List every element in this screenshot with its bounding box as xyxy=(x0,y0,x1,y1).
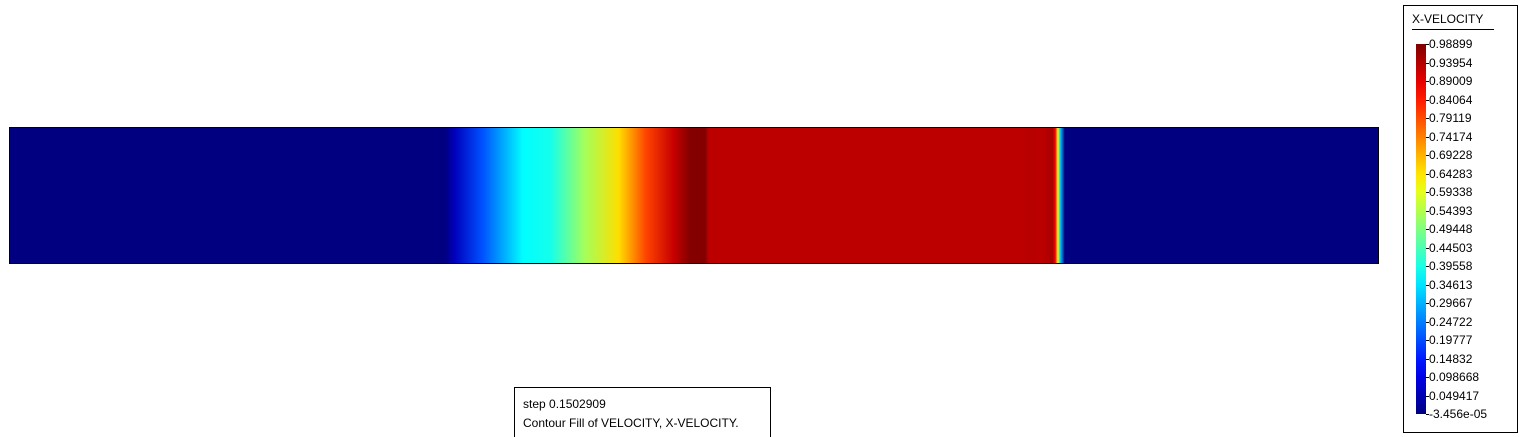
contour-description: Contour Fill of VELOCITY, X-VELOCITY. xyxy=(523,416,739,430)
legend-tick xyxy=(1426,118,1429,119)
contour-fill xyxy=(10,128,1378,263)
legend-label: 0.19777 xyxy=(1429,333,1473,347)
contour-fill-rect xyxy=(10,128,1378,263)
legend-label: 0.24722 xyxy=(1429,314,1473,329)
legend-label: 0.44503 xyxy=(1429,240,1473,255)
legend-tick xyxy=(1426,210,1429,212)
legend-label: 0.84064 xyxy=(1429,92,1473,107)
legend-tick xyxy=(1426,395,1429,397)
contour-plot xyxy=(9,127,1379,264)
legend-label: -3.456e-05 xyxy=(1429,407,1488,421)
legend-tick xyxy=(1426,229,1429,230)
info-box: step 0.1502909 Contour Fill of VELOCITY,… xyxy=(514,387,771,437)
legend-label: 0.98899 xyxy=(1429,37,1473,51)
legend-colorbar-rect xyxy=(1416,44,1426,414)
legend-tick xyxy=(1426,136,1429,138)
legend-tick xyxy=(1426,173,1429,175)
legend-tick xyxy=(1426,81,1429,82)
legend-tick xyxy=(1426,62,1429,64)
step-label: step 0.1502909 xyxy=(523,397,606,411)
legend-label: 0.93954 xyxy=(1429,55,1473,70)
legend-label: 0.14832 xyxy=(1429,351,1473,366)
color-legend: X-VELOCITY 0.98899 0.93954 0.89009 0.84064 0… xyxy=(1403,5,1518,433)
legend-title-underline xyxy=(1412,29,1494,30)
legend-colorbar xyxy=(1416,44,1426,414)
legend-tick xyxy=(1426,358,1429,360)
legend-title: X-VELOCITY xyxy=(1412,12,1484,26)
legend-label: 0.89009 xyxy=(1429,74,1473,88)
legend-tick xyxy=(1426,284,1429,286)
legend-label: 0.49448 xyxy=(1429,222,1473,236)
legend-label: 0.79119 xyxy=(1429,111,1472,125)
legend-label: 0.049417 xyxy=(1429,388,1480,403)
legend-label: 0.64283 xyxy=(1429,166,1473,181)
legend-tick xyxy=(1426,321,1429,323)
legend-label: 0.39558 xyxy=(1429,259,1473,273)
legend-tick xyxy=(1426,192,1429,193)
legend-label: 0.69228 xyxy=(1429,148,1473,162)
legend-tick xyxy=(1426,266,1429,267)
legend-labels: 0.98899 0.93954 0.89009 0.84064 0.79119 0.741… xyxy=(1429,6,1519,434)
legend-tick xyxy=(1426,99,1429,101)
legend-tick xyxy=(1426,247,1429,249)
legend-tick xyxy=(1426,303,1429,304)
legend-label: 0.098668 xyxy=(1429,370,1480,384)
legend-tick xyxy=(1426,377,1429,378)
legend-tick xyxy=(1426,414,1429,415)
legend-label: 0.59338 xyxy=(1429,185,1473,199)
legend-tick xyxy=(1426,155,1429,156)
legend-tick xyxy=(1426,340,1429,341)
legend-label: 0.54393 xyxy=(1429,203,1473,218)
legend-label: 0.34613 xyxy=(1429,277,1473,292)
legend-label: 0.74174 xyxy=(1429,129,1473,144)
legend-label: 0.29667 xyxy=(1429,296,1473,310)
legend-tick xyxy=(1426,44,1429,45)
